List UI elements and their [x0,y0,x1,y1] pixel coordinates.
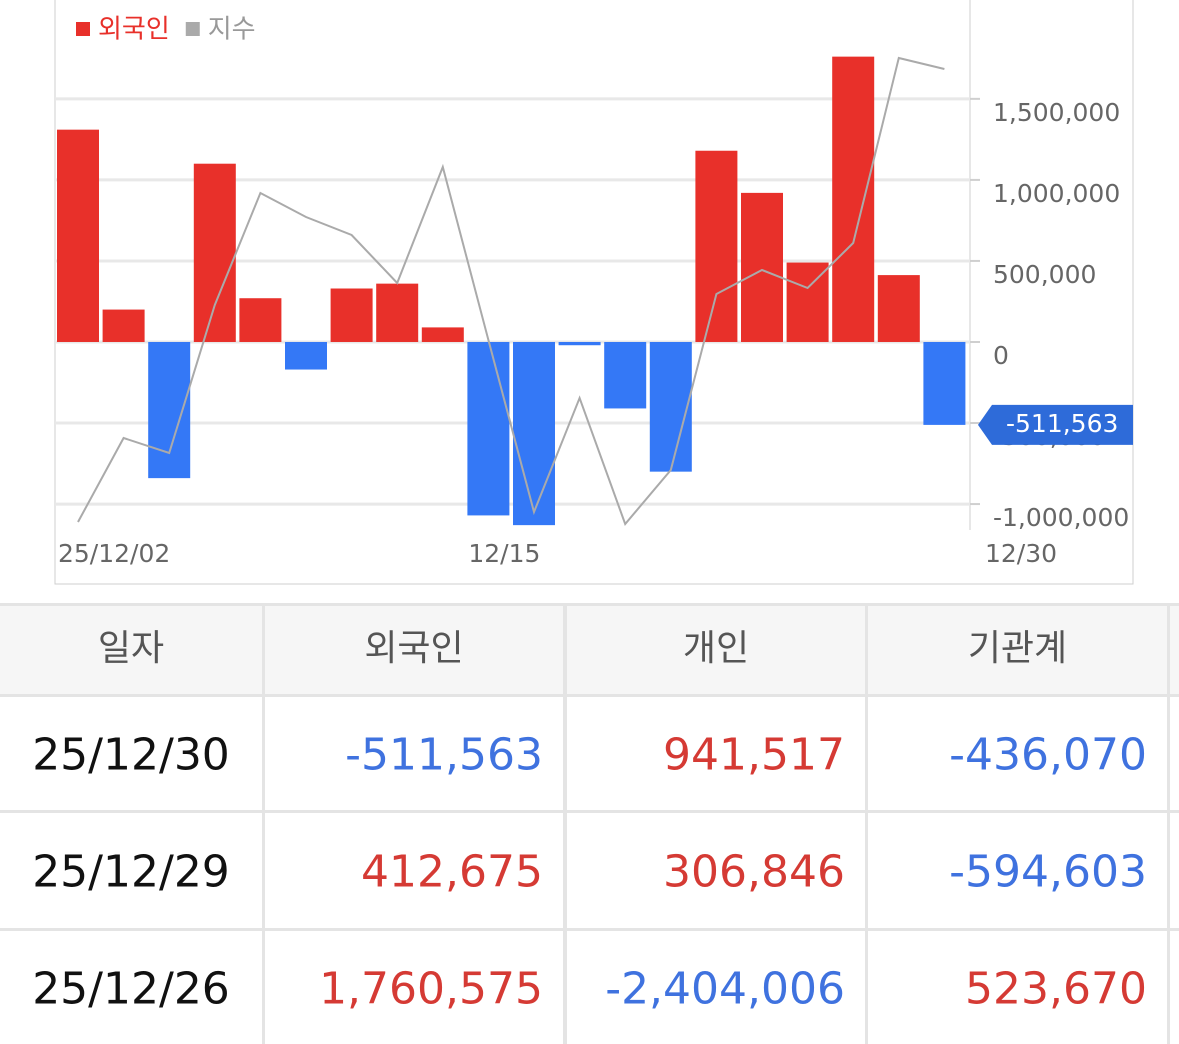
cell [265,697,563,810]
cell [265,931,563,1044]
bar [102,309,145,342]
value-cell: -594,603 [949,847,1147,898]
bar [513,341,555,526]
cell [567,931,865,1044]
header-cell [567,606,865,694]
cell [0,931,262,1044]
chart-frame [54,0,1134,585]
x-tick-label: 12/15 [468,539,540,568]
table: 일자 외국인 개인 기관계 25/12/30 -511,563 941,517 -436,07… [0,603,1179,1044]
cell [567,813,865,928]
y-tick-label: 1,500,000 [993,98,1120,127]
bar [376,283,419,342]
y-tick-label: -1,000,000 [993,503,1129,532]
bar [649,341,692,472]
x-tick-label: 25/12/02 [58,539,170,568]
legend-label: 지수 [208,15,256,45]
bar [57,129,99,342]
value-cell: -511,563 [345,730,543,781]
bar [239,298,282,342]
legend-label: 외국인 [98,15,170,45]
bar [741,192,783,342]
x-tick-label: 12/30 [985,539,1057,568]
cell [0,813,262,928]
bar [923,341,966,425]
bar [877,275,920,342]
header-cell [0,606,262,694]
bar [193,163,236,342]
value-badge [978,404,1133,445]
y-tick-label: 0 [993,341,1009,370]
header-label: 일자 [98,628,164,669]
value-cell: 306,846 [663,847,845,898]
value-badge-label: -511,563 [1006,409,1118,438]
cell [0,697,262,810]
value-cell: 941,517 [663,730,845,781]
header-label: 개인 [683,628,749,669]
value-cell: 1,760,575 [319,964,543,1015]
y-tick-label: 1,000,000 [993,179,1120,208]
bar [695,150,738,342]
bar [330,288,373,342]
bar [467,341,510,516]
cell [1170,931,1179,1044]
bar [285,341,327,370]
cell [567,697,865,810]
y-tick-label: 500,000 [993,260,1096,289]
date-cell: 25/12/26 [32,964,230,1015]
bar [148,341,191,479]
index-line [77,56,945,526]
header-cell [265,606,563,694]
date-cell: 25/12/30 [32,730,230,781]
header-label: 기관계 [968,628,1067,669]
bar [786,262,829,342]
legend-swatch [76,22,90,36]
header-cell [868,606,1167,694]
value-cell: 523,670 [965,964,1147,1015]
cell [1170,697,1179,810]
cell [868,813,1167,928]
bar [604,341,647,409]
header-label: 외국인 [364,628,463,669]
value-cell: -2,404,006 [605,964,845,1015]
cell [265,813,563,928]
bar [421,327,464,342]
bar [832,56,875,342]
legend-swatch [185,22,200,36]
cell [868,931,1167,1044]
value-cell: -436,070 [949,730,1147,781]
value-cell: 412,675 [361,847,543,898]
cell [1170,813,1179,928]
bar [558,341,601,346]
header-cell [1170,606,1179,694]
date-cell: 25/12/29 [32,847,230,898]
cell [868,697,1167,810]
